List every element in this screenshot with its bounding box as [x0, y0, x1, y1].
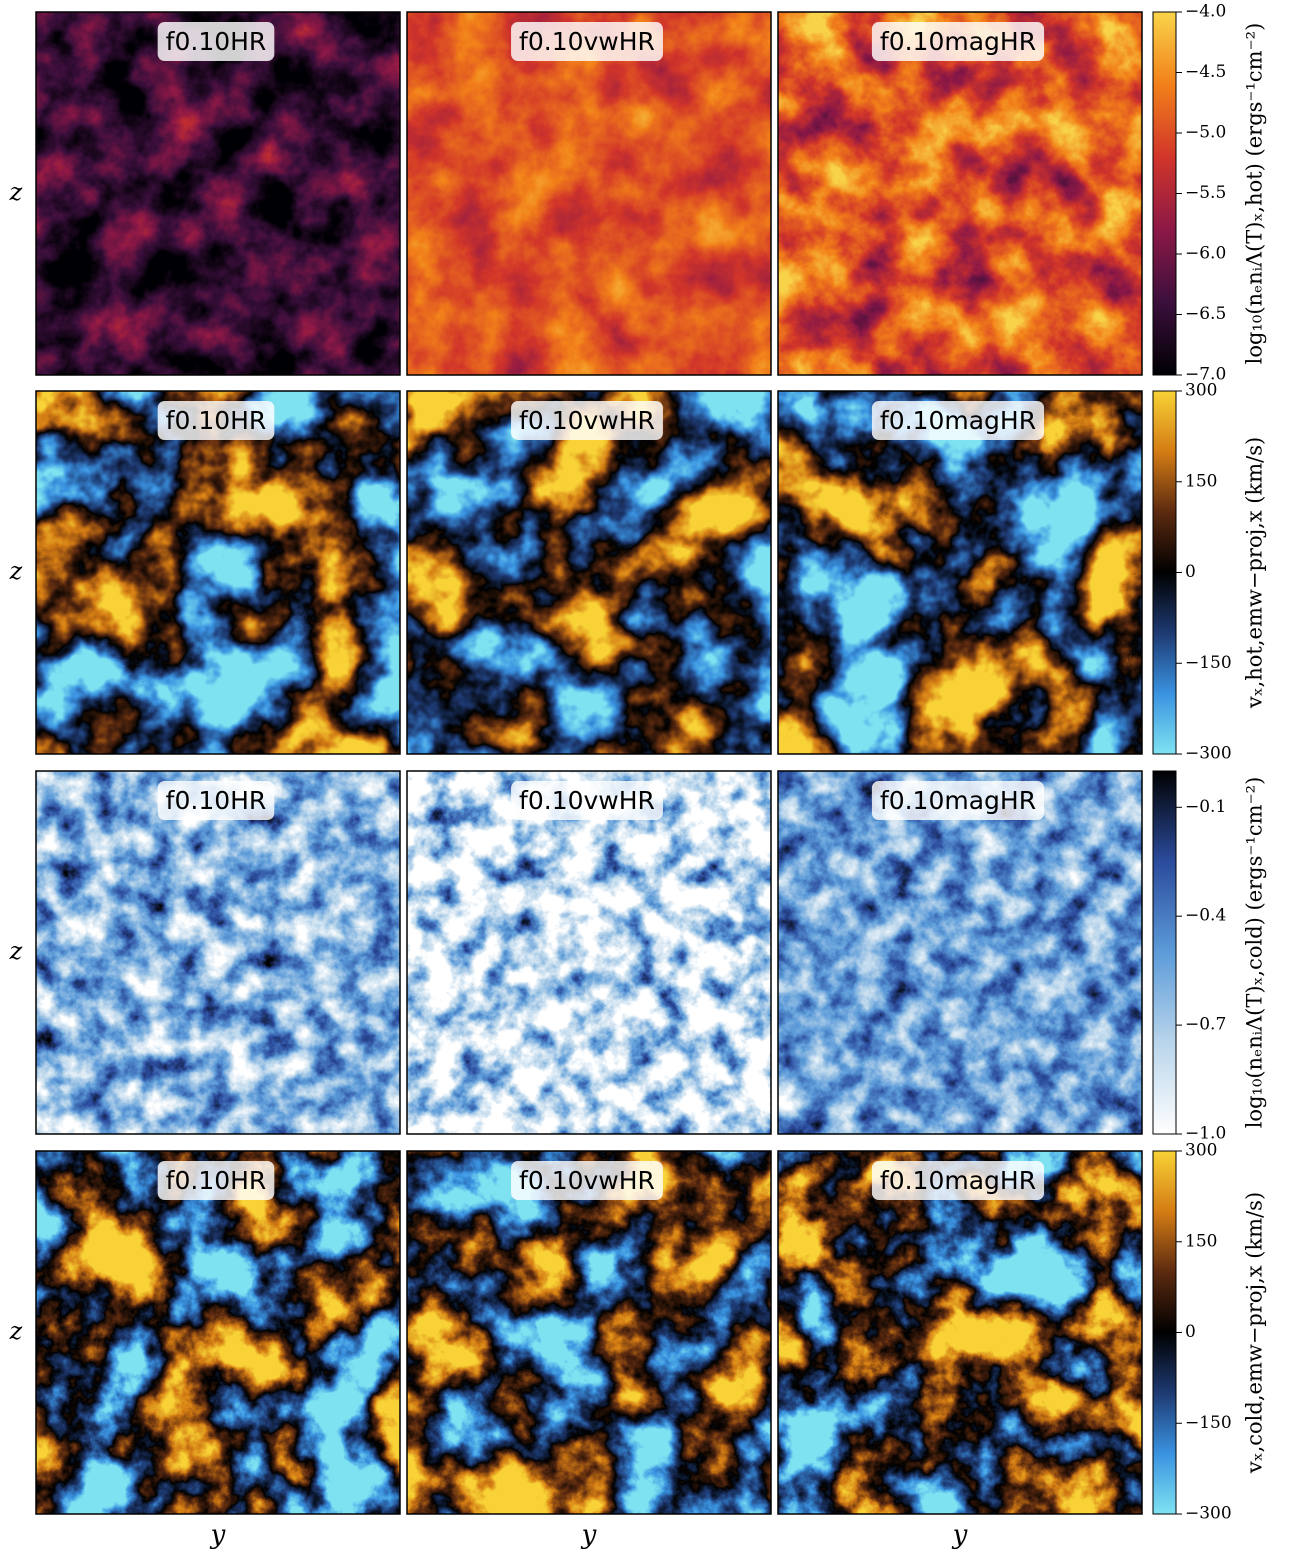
x-axis-label: y [581, 1520, 597, 1550]
colorbar-label: log₁₀(nₑnᵢΛ(T)ₓ,cold) (ergs⁻¹cm⁻²) [1243, 777, 1267, 1129]
colorbar-label: vₓ,hot,emw−proj,x (km/s) [1243, 437, 1267, 709]
image-panel [36, 771, 400, 1134]
y-axis-label: z [9, 178, 23, 206]
colorbar-tick-label: 0 [1185, 562, 1196, 582]
panel-title: f0.10vwHR [519, 1166, 655, 1195]
image-panel [407, 391, 771, 754]
panel-title: f0.10vwHR [519, 786, 655, 815]
panel-title: f0.10HR [166, 1166, 267, 1195]
panel-title: f0.10HR [166, 406, 267, 435]
image-panel [36, 391, 400, 754]
colorbar-tick-label: −5.5 [1185, 183, 1226, 203]
image-panel [407, 771, 771, 1134]
x-axis-label: y [952, 1520, 968, 1550]
panel-title: f0.10HR [166, 27, 267, 56]
image-panel [778, 771, 1142, 1134]
colorbar [1153, 12, 1176, 375]
x-axis-label: y [210, 1520, 226, 1550]
image-panel [407, 12, 771, 375]
colorbar-tick-label: 150 [1185, 471, 1217, 491]
image-panel [407, 1151, 771, 1514]
colorbar-tick-label: 150 [1185, 1231, 1217, 1251]
y-axis-label: z [9, 1317, 23, 1345]
colorbar-tick-label: −6.0 [1185, 244, 1226, 264]
y-axis-label: z [9, 937, 23, 965]
image-panel [36, 1151, 400, 1514]
image-panel [778, 391, 1142, 754]
colorbar-tick-label: −0.4 [1185, 906, 1226, 926]
figure: f0.10HR f0.10vwHR f0.10magHR z −4.0 −4.5 −5.0 −… [0, 0, 1293, 1551]
panel-title: f0.10HR [166, 786, 267, 815]
colorbar-tick-label: 300 [1185, 1141, 1217, 1161]
panel-title: f0.10magHR [880, 786, 1036, 815]
colorbar-tick-label: −0.1 [1185, 797, 1226, 817]
panel-title: f0.10magHR [880, 27, 1036, 56]
colorbar-tick-label: −4.5 [1185, 62, 1226, 82]
colorbar [1153, 1151, 1176, 1514]
colorbar [1153, 391, 1176, 754]
panel-title: f0.10magHR [880, 406, 1036, 435]
colorbar-tick-label: −150 [1185, 1413, 1232, 1433]
colorbar-tick-label: −0.7 [1185, 1015, 1226, 1035]
image-panel [778, 1151, 1142, 1514]
colorbar-tick-label: −4.0 [1185, 2, 1226, 22]
colorbar-tick-label: −6.5 [1185, 304, 1226, 324]
colorbar-tick-label: −300 [1185, 744, 1232, 764]
colorbar-tick-label: −5.0 [1185, 123, 1226, 143]
y-axis-label: z [9, 557, 23, 585]
colorbar-label: vₓ,cold,emw−proj,x (km/s) [1243, 1192, 1267, 1474]
colorbar-tick-label: 0 [1185, 1322, 1196, 1342]
image-panel [778, 12, 1142, 375]
image-panel [36, 12, 400, 375]
colorbar-label: log₁₀(nₑnᵢΛ(T)ₓ,hot) (ergs⁻¹cm⁻²) [1243, 23, 1267, 365]
colorbar-tick-label: −150 [1185, 653, 1232, 673]
colorbar-tick-label: −300 [1185, 1504, 1232, 1524]
panel-title: f0.10vwHR [519, 406, 655, 435]
panel-title: f0.10magHR [880, 1166, 1036, 1195]
colorbar-tick-label: 300 [1185, 381, 1217, 401]
colorbar [1153, 771, 1176, 1134]
panel-title: f0.10vwHR [519, 27, 655, 56]
